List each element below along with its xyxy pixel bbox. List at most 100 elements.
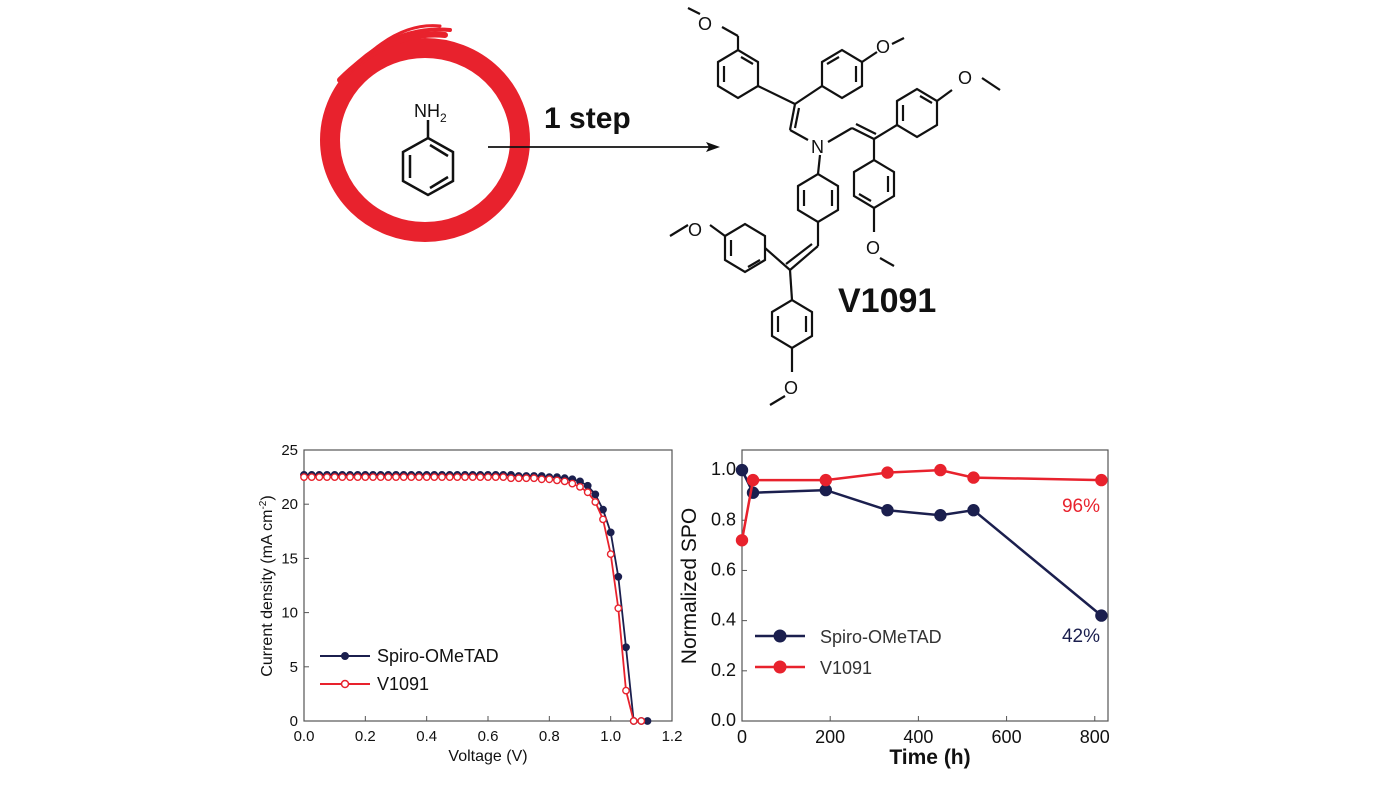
data-point bbox=[881, 466, 894, 479]
y-tick-label: 0 bbox=[290, 713, 298, 730]
atom-o-4: O bbox=[866, 238, 880, 258]
stab-plot-area bbox=[741, 449, 1109, 722]
data-point bbox=[591, 498, 600, 506]
data-point bbox=[967, 503, 980, 517]
stability-chart: 0 200 400 600 800 0.0 0.2 0.4 0.6 0.8 1.0 Time (h)… bbox=[678, 449, 1110, 769]
stab-ticks: 0 200 400 600 800 0.0 0.2 0.4 0.6 0.8 1.0 bbox=[711, 459, 1110, 747]
data-point bbox=[614, 604, 623, 613]
data-point bbox=[545, 475, 554, 484]
data-point bbox=[537, 475, 546, 484]
jv-series bbox=[300, 471, 652, 725]
y-tick-label: 0.6 bbox=[711, 559, 736, 579]
jv-legend-spiro: Spiro-OMeTAD bbox=[377, 646, 499, 666]
y-tick-label: 0.8 bbox=[711, 509, 736, 529]
data-point bbox=[614, 572, 623, 581]
y-tick-label: 0.4 bbox=[711, 610, 736, 630]
data-point bbox=[591, 490, 600, 499]
v1091-structure bbox=[669, 7, 1001, 406]
jv-ylabel: Current density (mA cm-2) bbox=[258, 495, 276, 676]
y-tick-label: 5 bbox=[290, 659, 298, 676]
data-point bbox=[491, 473, 500, 481]
product-name: V1091 bbox=[838, 282, 936, 320]
stab-ylabel: Normalized SPO bbox=[678, 508, 701, 664]
data-point bbox=[568, 479, 577, 488]
jv-xlabel: Voltage (V) bbox=[448, 748, 527, 765]
x-tick-label: 0.4 bbox=[416, 728, 437, 745]
data-point bbox=[967, 471, 980, 484]
stab-xlabel: Time (h) bbox=[889, 746, 970, 769]
data-point bbox=[735, 534, 749, 547]
atom-o-1: O bbox=[698, 14, 712, 34]
data-point bbox=[553, 476, 561, 485]
stab-legend-marker-spiro bbox=[773, 629, 787, 643]
data-point bbox=[606, 550, 615, 559]
data-point bbox=[361, 473, 370, 481]
x-tick-label: 600 bbox=[992, 727, 1022, 747]
red-circle-highlight bbox=[320, 24, 530, 242]
data-point bbox=[338, 473, 347, 481]
data-point bbox=[415, 473, 423, 481]
atom-o-5: O bbox=[688, 220, 702, 240]
data-point bbox=[353, 473, 362, 481]
data-point bbox=[307, 473, 316, 481]
data-point bbox=[484, 473, 492, 481]
stab-legend: Spiro-OMeTAD V1091 bbox=[755, 627, 942, 678]
data-point bbox=[399, 473, 408, 481]
data-point bbox=[819, 473, 833, 487]
x-tick-label: 0.0 bbox=[294, 728, 315, 745]
jv-plot-area bbox=[303, 449, 673, 722]
data-point bbox=[599, 515, 607, 524]
jv-legend-marker-spiro bbox=[341, 652, 349, 660]
reaction-scheme: NH2 1 step bbox=[320, 7, 1001, 406]
data-point bbox=[576, 483, 584, 491]
data-point bbox=[1095, 473, 1108, 487]
jv-legend-marker-v1091 bbox=[340, 679, 350, 689]
jv-legend-v1091: V1091 bbox=[377, 674, 429, 694]
y-tick-label: 1.0 bbox=[711, 459, 736, 479]
data-point bbox=[445, 473, 454, 481]
x-tick-label: 800 bbox=[1080, 727, 1110, 747]
y-tick-label: 20 bbox=[281, 496, 298, 513]
data-point bbox=[376, 473, 385, 481]
data-point bbox=[583, 488, 592, 497]
y-tick-label: 25 bbox=[281, 442, 298, 459]
data-point bbox=[476, 473, 485, 481]
data-point bbox=[453, 473, 462, 481]
stab-series bbox=[735, 463, 1108, 622]
stab-legend-spiro: Spiro-OMeTAD bbox=[820, 627, 942, 647]
data-point bbox=[522, 474, 531, 483]
data-point bbox=[599, 505, 607, 514]
atom-n: N bbox=[811, 137, 824, 157]
data-point bbox=[934, 463, 947, 477]
x-tick-label: 1.0 bbox=[600, 728, 621, 745]
jv-ticks: 0.0 0.2 0.4 0.6 0.8 1.0 1.2 0 5 10 15 20 25 bbox=[281, 442, 682, 745]
data-point bbox=[934, 508, 947, 522]
data-point bbox=[430, 473, 439, 481]
data-point bbox=[461, 473, 469, 481]
data-point bbox=[1095, 609, 1108, 622]
data-point bbox=[637, 717, 646, 725]
data-point bbox=[622, 686, 630, 695]
atom-o-3: O bbox=[958, 68, 972, 88]
x-tick-label: 0.6 bbox=[478, 728, 499, 745]
x-tick-label: 200 bbox=[815, 727, 845, 747]
stab-legend-v1091: V1091 bbox=[820, 658, 872, 678]
stab-legend-marker-v1091 bbox=[773, 660, 787, 674]
data-point bbox=[583, 481, 592, 490]
data-point bbox=[507, 474, 515, 483]
stab-frame bbox=[741, 449, 1109, 722]
data-point bbox=[622, 643, 630, 652]
data-point bbox=[735, 463, 749, 477]
data-point bbox=[392, 473, 400, 481]
data-point bbox=[606, 528, 615, 537]
data-point bbox=[369, 473, 377, 481]
data-point bbox=[629, 717, 638, 725]
data-point bbox=[643, 717, 652, 725]
stab-annotation-96: 96% bbox=[1062, 496, 1100, 517]
data-point bbox=[468, 473, 477, 481]
y-tick-label: 0.0 bbox=[711, 710, 736, 730]
x-tick-label: 400 bbox=[903, 727, 933, 747]
v1091-atom-labels: N O O O O O O bbox=[688, 14, 972, 398]
series-line-0 bbox=[740, 469, 1103, 617]
data-point bbox=[384, 473, 393, 481]
